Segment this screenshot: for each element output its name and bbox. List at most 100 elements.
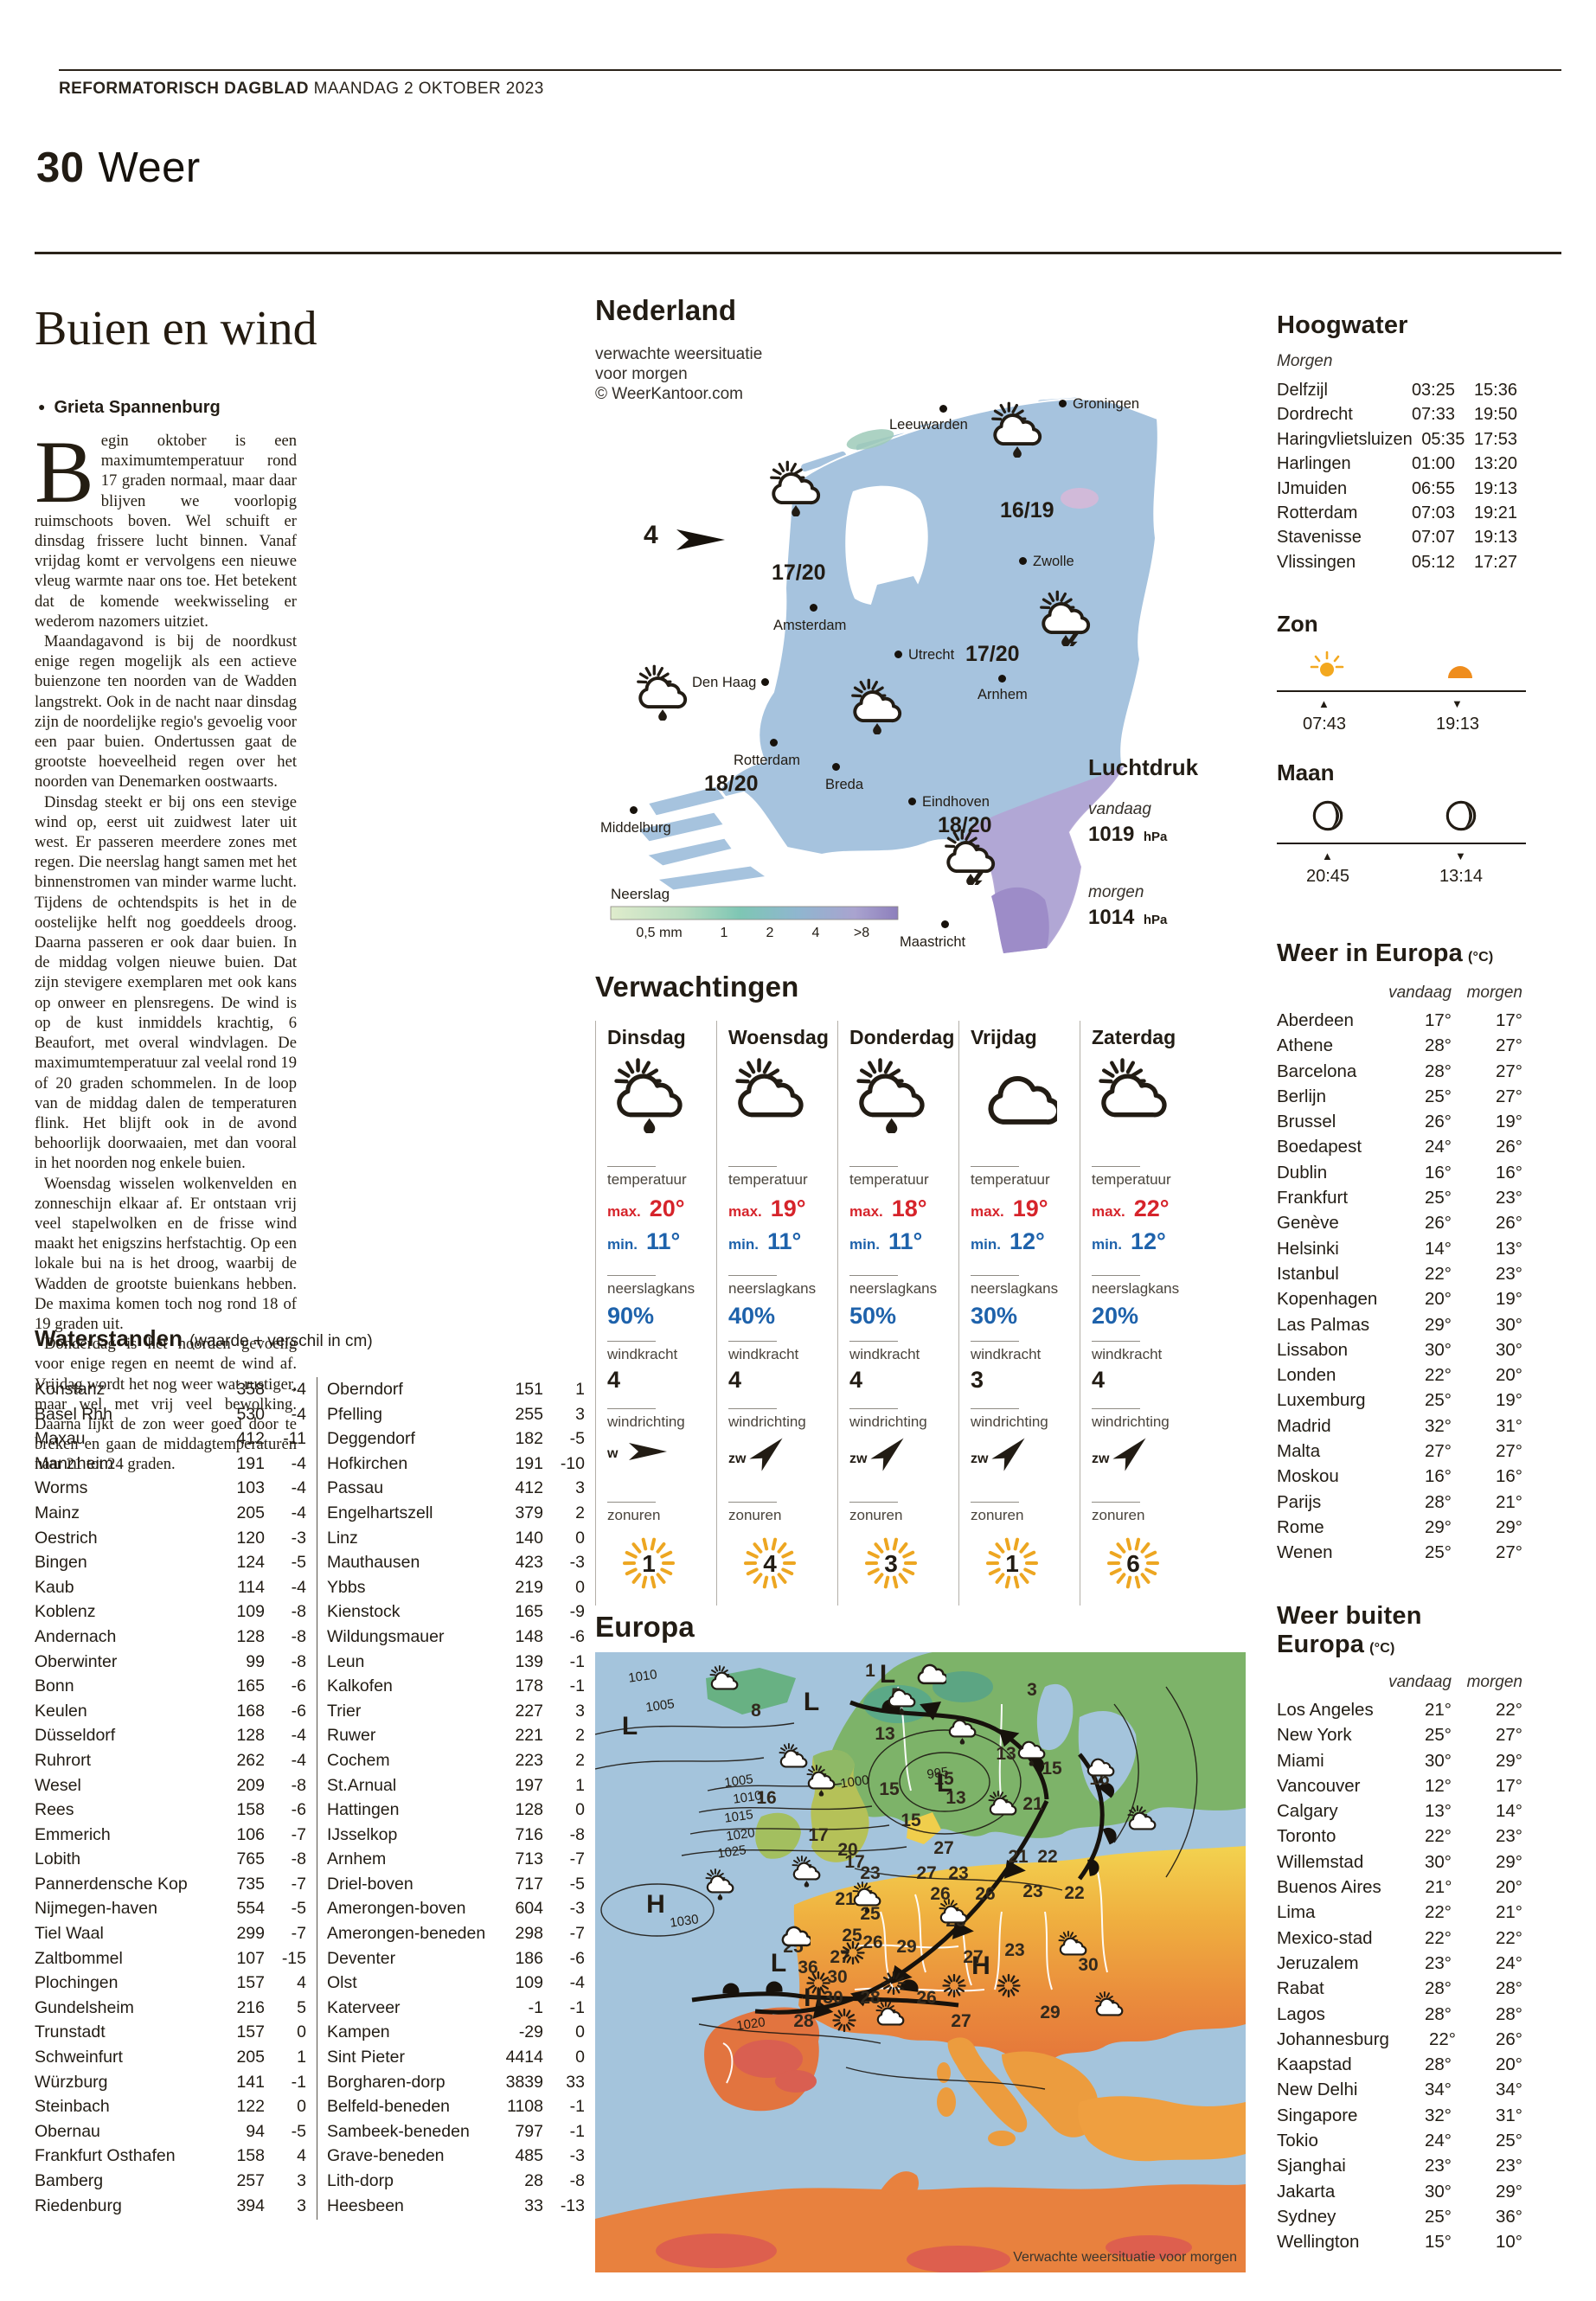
sunrise-icon	[1308, 649, 1346, 684]
forecast-wind-dir: zw	[1092, 1452, 1110, 1466]
city-label: Middelburg	[600, 820, 671, 836]
map-temperature: 18/20	[938, 813, 992, 837]
city-label: Leeuwarden	[889, 417, 968, 433]
waterstand-row: Grave-beneden 485 -3	[327, 2146, 585, 2166]
waterstand-row: Gundelsheim 216 5	[35, 1997, 306, 2017]
forecast-day-donderdag: Donderdag temperatuur max. 18° min. 11° ne…	[837, 1021, 958, 1606]
forecast-wind-dir: zw	[971, 1452, 989, 1466]
zon-block: Zon ▲ ▼ 07:43 19:13	[1277, 611, 1526, 734]
forecast-day-name: Zaterdag	[1092, 1026, 1176, 1048]
temp-row: Boedapest 24° 26°	[1277, 1137, 1522, 1157]
map-temperature: 22	[1064, 1883, 1085, 1903]
pressure-label: 1020	[725, 1825, 756, 1844]
verwachtingen-title: Verwachtingen	[595, 971, 799, 1003]
map-temperature: 1	[865, 1661, 875, 1681]
zon-horizon-line	[1277, 690, 1526, 692]
map-temperature: 17	[808, 1825, 829, 1845]
map-temperature: 18/20	[704, 772, 759, 796]
map-temperature: 27	[916, 1863, 937, 1883]
moonset-arrow-icon: ▼	[1455, 849, 1466, 862]
waterstand-row: Maxau 412 -11	[35, 1429, 306, 1449]
city-label: Amsterdam	[773, 618, 847, 633]
legend-tick: >8	[853, 926, 870, 940]
waterstanden-title: Waterstanden (waarde + verschil in cm)	[35, 1325, 373, 1351]
waterstand-row: Mainz 205 -4	[35, 1503, 306, 1522]
weather-icon	[614, 1058, 683, 1135]
wind-direction-arrow-icon	[870, 1438, 904, 1471]
pressure-today: 1019 hPa	[1088, 823, 1168, 846]
waterstand-row: Deventer 186 -6	[327, 1948, 585, 1968]
waterstand-row: Oestrich 120 -3	[35, 1528, 306, 1548]
temp-row: Jakarta 30° 29°	[1277, 2181, 1522, 2202]
sun-hours-icon: 4	[744, 1537, 796, 1589]
forecast-sun-hours: 4	[736, 1529, 804, 1601]
city-dot	[630, 806, 638, 814]
map-temperature: 36	[798, 1958, 818, 1977]
waterstand-row: Hofkirchen 191 -10	[327, 1453, 585, 1473]
weer-buiten-title: Weer buiten Europa (°C)	[1277, 1602, 1422, 1658]
nederland-subtitle: verwachte weersituatie voor morgen © Wee…	[595, 345, 763, 403]
forecast-max: max. 19°	[971, 1195, 1048, 1221]
waterstand-row: Belfeld-beneden 1108 -1	[327, 2097, 585, 2117]
map-temperature: 25	[842, 1926, 862, 1945]
map-temperature: 17	[844, 1852, 865, 1872]
weather-icon	[1099, 1058, 1167, 1118]
masthead-rule	[59, 69, 1561, 71]
waterstand-row: Rees 158 -6	[35, 1800, 306, 1820]
map-temperature: 23	[1004, 1940, 1025, 1960]
article-paragraph: Woensdag wisselen wolkenvelden en zonnes…	[35, 1174, 297, 1333]
sun-hours-icon: 1	[986, 1537, 1038, 1589]
sunrise-time: 07:43	[1303, 715, 1347, 734]
forecast-rain-chance: 40%	[728, 1303, 776, 1329]
weather-icon	[991, 401, 1042, 458]
svg-text:1: 1	[1005, 1550, 1019, 1577]
temp-row: Istanbul 22° 23°	[1277, 1263, 1522, 1284]
city-dot	[908, 798, 916, 805]
dropcap: B	[35, 423, 94, 522]
forecast-sun-hours: 3	[857, 1529, 925, 1601]
masthead: REFORMATORISCH DAGBLAD MAANDAG 2 OKTOBER…	[59, 80, 544, 99]
temp-row: Aberdeen 17° 17°	[1277, 1010, 1522, 1030]
weather-icon	[770, 460, 821, 517]
pressure-system-H: H	[646, 1890, 665, 1919]
waterstand-row: Oberwinter 99 -8	[35, 1651, 306, 1671]
europa-map: 1010 1005 1005 1010 1015 1020 1025 1030 1000 995 1…	[594, 1648, 1246, 2273]
temp-row: Berlijn 25° 27°	[1277, 1086, 1522, 1106]
temp-row: Lagos 28° 28°	[1277, 2003, 1522, 2024]
temp-row: Moskou 16° 16°	[1277, 1466, 1522, 1487]
moonset-time: 13:14	[1439, 867, 1484, 886]
weather-icon	[792, 1855, 821, 1888]
waterstand-row: Wildungsmauer 148 -6	[327, 1626, 585, 1646]
legend-tick: 0,5 mm	[636, 926, 683, 940]
sun-icon	[806, 1971, 830, 1996]
waterstand-row: Bonn 165 -6	[35, 1676, 306, 1696]
forecast-min: min. 12°	[1092, 1228, 1166, 1254]
wind-direction-arrow-icon	[749, 1438, 783, 1471]
maan-block: Maan ▲ ▼ 20:45 13:14	[1277, 760, 1526, 886]
waterstand-row: Worms 103 -4	[35, 1478, 306, 1498]
waterstand-row: Ruhrort 262 -4	[35, 1750, 306, 1770]
pressure-system-L: L	[879, 1660, 896, 1689]
forecast-min: min. 12°	[971, 1228, 1045, 1254]
map-temperature: 15	[879, 1779, 900, 1799]
waterstand-row: Linz 140 0	[327, 1528, 585, 1548]
moonrise-icon	[1308, 796, 1348, 840]
weather-icon	[705, 1868, 734, 1900]
city-label: Breda	[825, 777, 864, 792]
waterstand-row: Borgharen-dorp 3839 33	[327, 2072, 585, 2092]
forecast-day-name: Dinsdag	[607, 1026, 686, 1048]
forecast-day-dinsdag: Dinsdag temperatuur max. 20° min. 11° neer…	[595, 1021, 716, 1606]
waterstand-row: Leun 139 -1	[327, 1651, 585, 1671]
temp-row: Sjanghai 23° 23°	[1277, 2156, 1522, 2176]
waterstand-row: Mauthausen 423 -3	[327, 1553, 585, 1573]
weather-icon	[945, 829, 996, 894]
temp-row: Lima 22° 21°	[1277, 1902, 1522, 1923]
waterstand-row: Trunstadt 157 0	[35, 2022, 306, 2042]
map-temperature: 13	[996, 1744, 1016, 1764]
europa-title: Europa	[595, 1611, 695, 1643]
temp-row: Jeruzalem 23° 24°	[1277, 1952, 1522, 1973]
weer-buiten-block: Weer buiten Europa (°C) vandaag morgen Lo…	[1277, 1602, 1522, 2255]
nederland-map: 4 Neerslag 0,5 mm 1 2 4 >8 Leeuwarden Gronin…	[595, 329, 1246, 960]
waterstand-row: Deggendorf 182 -5	[327, 1429, 585, 1449]
europa-map-graphic	[594, 1648, 1246, 2273]
